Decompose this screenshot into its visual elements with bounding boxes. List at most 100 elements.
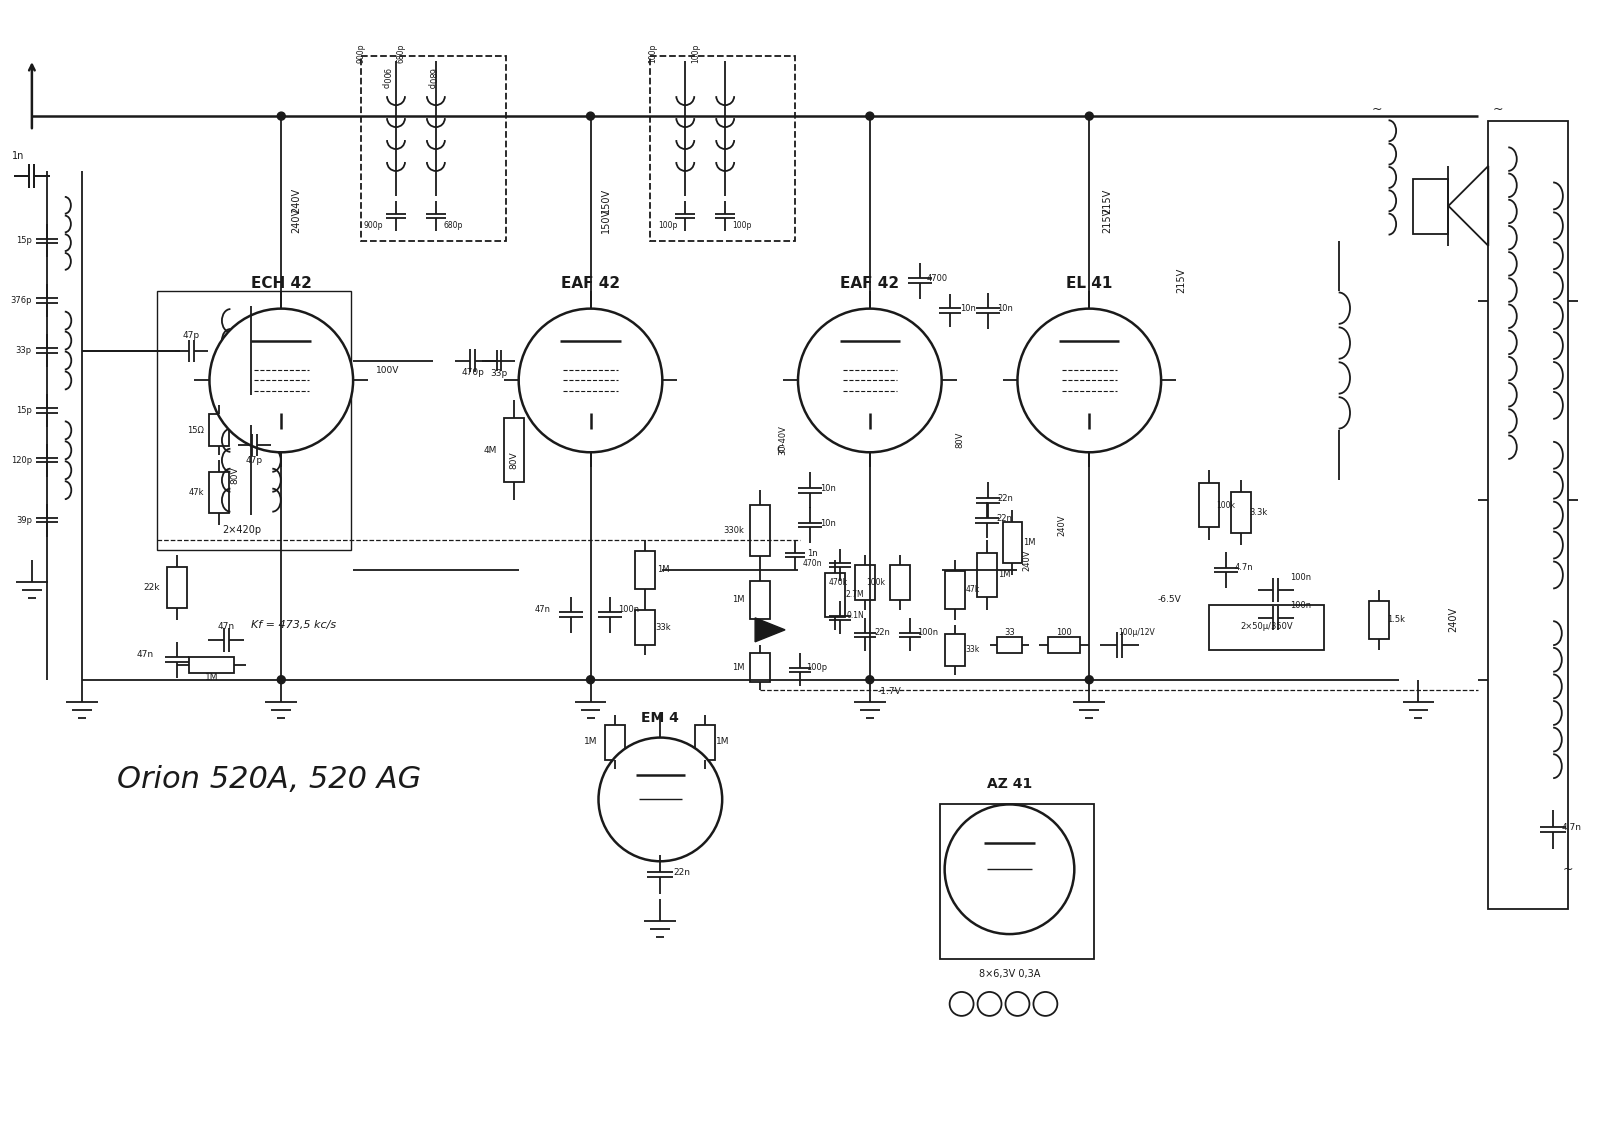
Text: 1n: 1n <box>11 152 24 161</box>
Text: 680p: 680p <box>427 68 435 89</box>
Text: 47k: 47k <box>965 586 979 595</box>
Text: 1M: 1M <box>1022 537 1035 546</box>
Text: 240V: 240V <box>1448 607 1458 632</box>
Text: 100k: 100k <box>1216 501 1235 510</box>
Text: 47n: 47n <box>534 605 550 614</box>
Text: 150V: 150V <box>600 189 611 214</box>
Text: 33k: 33k <box>965 646 979 655</box>
Text: 215V: 215V <box>1176 268 1186 293</box>
Bar <box>166 567 187 608</box>
Text: 2×50μ/350V: 2×50μ/350V <box>1240 622 1293 631</box>
Bar <box>976 553 997 597</box>
Text: 240V: 240V <box>291 189 301 214</box>
Text: 100k: 100k <box>866 578 885 587</box>
Text: 39p: 39p <box>16 516 32 525</box>
Text: 1M: 1M <box>584 737 597 746</box>
Text: 80V: 80V <box>955 432 965 449</box>
Circle shape <box>598 737 722 862</box>
Bar <box>944 571 965 610</box>
Bar <box>650 57 795 241</box>
Text: 15Ω: 15Ω <box>187 426 205 434</box>
Text: 2×420p: 2×420p <box>222 525 261 535</box>
Text: 215V: 215V <box>1102 188 1112 214</box>
Bar <box>635 610 656 645</box>
Text: 1n: 1n <box>806 549 818 558</box>
Circle shape <box>798 309 942 452</box>
Text: 470p: 470p <box>461 368 485 377</box>
Text: 100n: 100n <box>1290 602 1312 611</box>
Text: 22n: 22n <box>997 513 1013 523</box>
Bar <box>1003 521 1022 563</box>
Text: 470n: 470n <box>803 559 822 568</box>
Text: 1M: 1M <box>731 595 744 604</box>
Circle shape <box>944 804 1074 934</box>
Text: 1M: 1M <box>731 663 744 672</box>
Text: 376p: 376p <box>10 296 32 305</box>
Bar <box>750 504 770 555</box>
Text: 4.7n: 4.7n <box>1562 823 1581 832</box>
Bar <box>944 633 965 666</box>
Text: 4.7n: 4.7n <box>1235 563 1253 572</box>
Bar <box>1210 605 1323 650</box>
Text: 4M: 4M <box>483 446 496 455</box>
Text: 100p: 100p <box>691 44 699 63</box>
Circle shape <box>1085 675 1093 684</box>
Text: -6.5V: -6.5V <box>1157 595 1181 604</box>
Text: 100: 100 <box>1056 629 1072 638</box>
Bar <box>189 657 234 673</box>
Text: 470k: 470k <box>829 578 848 587</box>
Circle shape <box>277 675 285 684</box>
Text: 22n: 22n <box>875 629 891 638</box>
Circle shape <box>277 112 285 120</box>
Text: 80V: 80V <box>230 466 238 484</box>
Text: 120p: 120p <box>11 456 32 465</box>
Text: 1M: 1M <box>658 566 669 575</box>
Circle shape <box>1034 992 1058 1016</box>
Text: -1.7V: -1.7V <box>878 688 902 697</box>
Circle shape <box>1085 112 1093 120</box>
Text: 4700: 4700 <box>926 274 949 283</box>
Bar <box>939 804 1094 959</box>
Circle shape <box>210 309 354 452</box>
Text: 80V: 80V <box>509 451 518 469</box>
Text: 47k: 47k <box>189 487 205 497</box>
Bar <box>854 564 875 601</box>
Text: 10n: 10n <box>819 484 835 493</box>
Bar <box>1488 121 1568 909</box>
Text: 215V: 215V <box>1102 208 1112 233</box>
Text: 150V: 150V <box>600 208 611 233</box>
Text: ~: ~ <box>1371 103 1382 115</box>
Text: 1.5k: 1.5k <box>1387 615 1405 624</box>
Bar <box>1368 601 1389 639</box>
Text: 2.7M: 2.7M <box>845 590 864 599</box>
Text: 240V: 240V <box>1022 550 1030 571</box>
Text: 100μ/12V: 100μ/12V <box>1118 629 1155 638</box>
Text: 900p: 900p <box>381 68 389 88</box>
Bar <box>605 725 626 760</box>
Bar <box>1413 179 1448 234</box>
Text: C: C <box>776 446 784 456</box>
Text: EM 4: EM 4 <box>642 710 680 725</box>
Bar <box>157 291 350 550</box>
Text: 100p: 100p <box>659 222 678 231</box>
Text: 33k: 33k <box>656 623 670 632</box>
Bar <box>750 653 770 682</box>
Text: 100p: 100p <box>733 222 752 231</box>
Text: 100n: 100n <box>917 629 938 638</box>
Circle shape <box>950 992 973 1016</box>
Text: 33: 33 <box>1005 629 1014 638</box>
Text: 100p: 100p <box>648 44 658 63</box>
Text: 10n: 10n <box>960 304 976 313</box>
Text: Kf = 473,5 kc/s: Kf = 473,5 kc/s <box>251 620 336 630</box>
Bar <box>362 57 506 241</box>
Circle shape <box>866 112 874 120</box>
Text: 100p: 100p <box>806 663 827 672</box>
Text: 47n: 47n <box>136 650 154 659</box>
Bar <box>890 564 910 601</box>
Text: 3.3k: 3.3k <box>1250 508 1267 517</box>
Text: 47p: 47p <box>182 331 200 340</box>
Text: 22n: 22n <box>997 493 1013 502</box>
Text: 0.1N: 0.1N <box>846 612 864 621</box>
Bar <box>635 551 656 589</box>
Bar <box>826 572 845 618</box>
